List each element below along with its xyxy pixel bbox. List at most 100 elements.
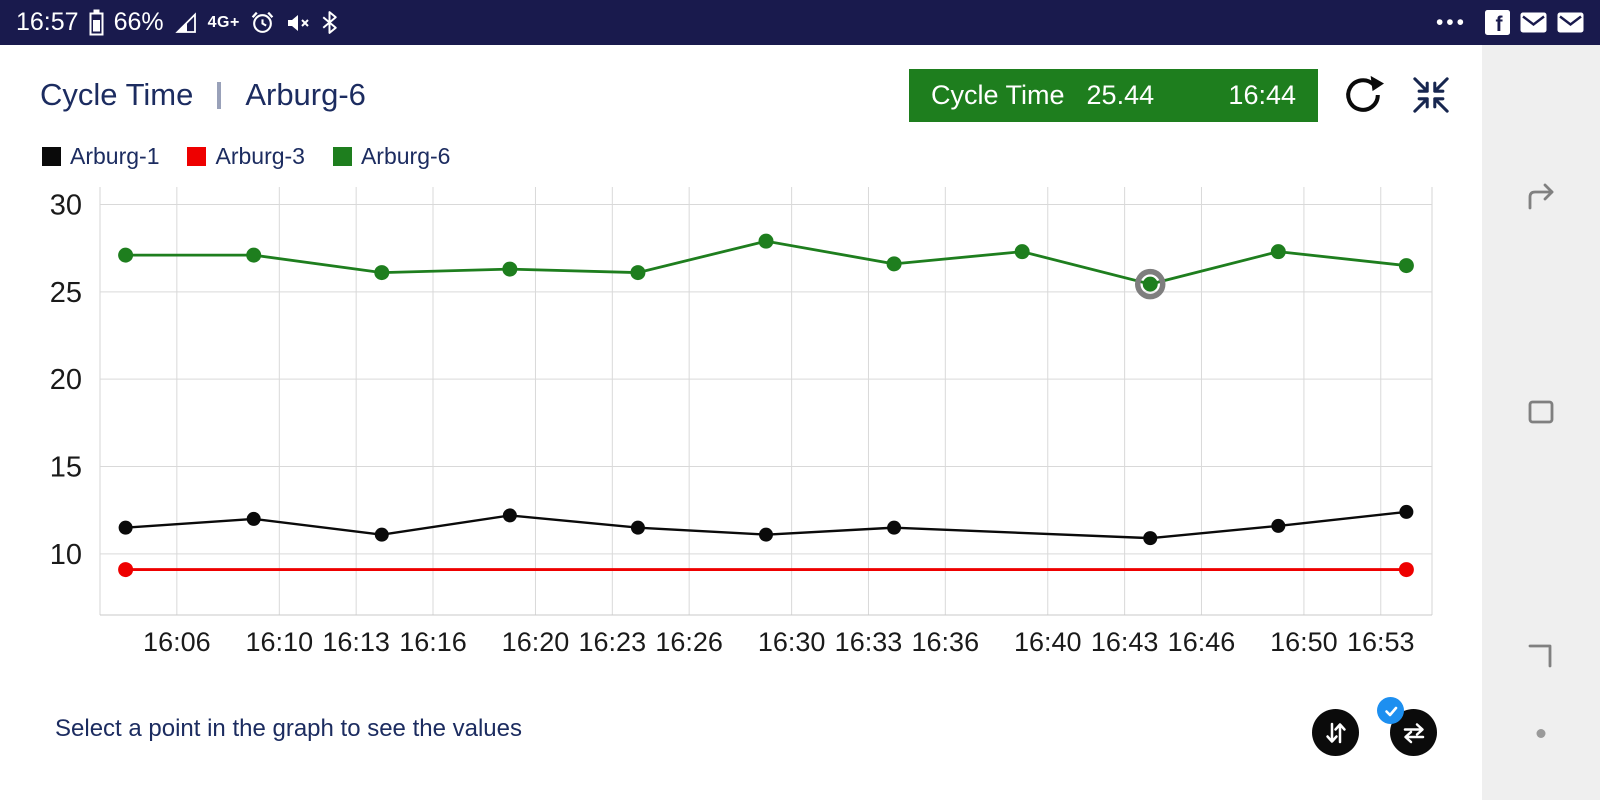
data-point-arburg-1[interactable] bbox=[374, 527, 389, 542]
refresh-icon bbox=[1346, 75, 1384, 112]
status-left: 16:57 66% 4G+ bbox=[16, 8, 338, 37]
data-point-arburg-6[interactable] bbox=[1398, 258, 1414, 274]
badge-value: 25.44 bbox=[1086, 79, 1155, 110]
series-line-arburg-1 bbox=[125, 510, 1407, 540]
collapse-icon bbox=[1413, 77, 1449, 113]
svg-text:f: f bbox=[1496, 13, 1504, 35]
alarm-icon bbox=[251, 11, 274, 33]
nav-recents-button[interactable] bbox=[1516, 630, 1566, 680]
x-tick-label: 16:36 bbox=[912, 627, 980, 657]
selected-machine-title: Arburg-6 bbox=[245, 77, 366, 112]
legend-swatch bbox=[332, 147, 352, 166]
data-point-arburg-3[interactable] bbox=[1398, 562, 1414, 578]
hint-text: Select a point in the graph to see the v… bbox=[55, 715, 522, 742]
data-point-arburg-6[interactable] bbox=[246, 247, 262, 263]
collapse-button[interactable] bbox=[1408, 72, 1454, 118]
x-tick-label: 16:06 bbox=[143, 627, 211, 657]
x-tick-label: 16:46 bbox=[1168, 627, 1236, 657]
android-nav-bar bbox=[1482, 45, 1600, 800]
data-point-arburg-6[interactable] bbox=[886, 256, 902, 272]
data-point-arburg-1[interactable] bbox=[630, 520, 645, 535]
status-bar: 16:57 66% 4G+ bbox=[0, 0, 1600, 45]
selected-point-ring bbox=[1134, 268, 1166, 300]
bluetooth-icon bbox=[322, 11, 337, 34]
selected-value-badge: Cycle Time 25.44 16:44 bbox=[909, 68, 1318, 122]
check-badge-icon bbox=[1377, 697, 1404, 724]
x-tick-label: 16:30 bbox=[758, 627, 826, 657]
cycle-time-chart[interactable]: 16:06 16:10 16:13 16:16 16:20 16:23 16:26 16:30… bbox=[12, 175, 1462, 670]
mute-icon bbox=[287, 14, 309, 31]
data-point-arburg-1[interactable] bbox=[118, 520, 133, 535]
swap-horizontal-icon bbox=[1403, 722, 1424, 743]
badge-metric-label: Cycle Time bbox=[931, 79, 1065, 110]
data-point-arburg-6[interactable] bbox=[1014, 244, 1030, 260]
data-point-arburg-1[interactable] bbox=[1271, 518, 1286, 533]
legend-label: Arburg-1 bbox=[70, 143, 160, 169]
x-tick-label: 16:33 bbox=[835, 627, 903, 657]
data-point-arburg-6[interactable] bbox=[374, 265, 390, 281]
status-right: ••• f bbox=[1436, 10, 1584, 35]
nav-back-button[interactable] bbox=[1516, 173, 1566, 223]
refresh-button[interactable] bbox=[1340, 72, 1386, 118]
battery-icon bbox=[89, 9, 104, 36]
mail-icon bbox=[1557, 12, 1584, 33]
x-tick-label: 16:13 bbox=[322, 627, 390, 657]
title-divider bbox=[217, 81, 222, 109]
y-tick-label: 25 bbox=[50, 277, 82, 309]
data-point-arburg-1[interactable] bbox=[1399, 504, 1414, 519]
data-point-arburg-6[interactable] bbox=[630, 265, 646, 281]
data-point-arburg-6[interactable] bbox=[758, 233, 774, 249]
nav-recents-icon bbox=[1528, 644, 1552, 668]
check-icon bbox=[1384, 706, 1397, 716]
data-point-arburg-6[interactable] bbox=[502, 261, 518, 277]
y-tick-label: 15 bbox=[50, 452, 82, 484]
data-point-arburg-1[interactable] bbox=[759, 527, 773, 542]
x-tick-label: 16:50 bbox=[1270, 627, 1338, 657]
page-title: Cycle Time bbox=[40, 77, 194, 112]
swap-y-axis-button[interactable] bbox=[1312, 709, 1359, 756]
nav-back-icon bbox=[1528, 183, 1554, 210]
chart-legend: Arburg-1 Arburg-3 Arburg-6 bbox=[42, 143, 450, 170]
status-clock: 16:57 bbox=[16, 8, 79, 36]
title-group: Cycle Time Arburg-6 bbox=[40, 77, 366, 113]
data-point-arburg-1[interactable] bbox=[887, 520, 902, 535]
x-tick-label: 16:26 bbox=[655, 627, 723, 657]
data-point-arburg-3[interactable] bbox=[118, 562, 134, 578]
battery-percent-label: 66% bbox=[113, 8, 164, 36]
network-type-label: 4G+ bbox=[207, 13, 240, 31]
y-tick-label: 20 bbox=[50, 364, 82, 396]
x-tick-label: 16:23 bbox=[579, 627, 647, 657]
x-tick-label: 16:53 bbox=[1347, 627, 1415, 657]
legend-label: Arburg-6 bbox=[360, 143, 451, 169]
x-tick-label: 16:16 bbox=[399, 627, 467, 657]
data-point-arburg-6[interactable] bbox=[1142, 276, 1158, 292]
app-header: Cycle Time Arburg-6 Cycle Time 25.44 16:… bbox=[40, 67, 1454, 123]
more-notifications-icon: ••• bbox=[1435, 10, 1467, 34]
header-actions: Cycle Time 25.44 16:44 bbox=[909, 68, 1454, 122]
legend-item-arburg-6[interactable]: Arburg-6 bbox=[332, 143, 451, 170]
x-tick-label: 16:10 bbox=[246, 627, 314, 657]
legend-swatch bbox=[42, 147, 61, 166]
data-point-arburg-1[interactable] bbox=[246, 511, 261, 526]
x-tick-label: 16:40 bbox=[1014, 627, 1082, 657]
data-point-arburg-1[interactable] bbox=[1143, 531, 1158, 546]
x-tick-label: 16:20 bbox=[502, 627, 570, 657]
legend-swatch bbox=[187, 147, 207, 166]
data-point-arburg-1[interactable] bbox=[502, 508, 517, 523]
y-tick-label: 30 bbox=[50, 189, 82, 221]
nav-handle-dot bbox=[1536, 729, 1546, 738]
x-tick-label: 16:43 bbox=[1091, 627, 1159, 657]
badge-time: 16:44 bbox=[1228, 79, 1296, 110]
nav-home-button[interactable] bbox=[1516, 387, 1566, 437]
app-content: Cycle Time Arburg-6 Cycle Time 25.44 16:… bbox=[0, 45, 1482, 800]
data-point-arburg-6[interactable] bbox=[1270, 244, 1286, 260]
legend-item-arburg-1[interactable]: Arburg-1 bbox=[42, 143, 159, 170]
legend-label: Arburg-3 bbox=[215, 143, 305, 169]
nav-home-icon bbox=[1528, 400, 1554, 424]
legend-item-arburg-3[interactable]: Arburg-3 bbox=[187, 143, 305, 170]
swap-vertical-icon bbox=[1325, 722, 1346, 743]
data-point-arburg-6[interactable] bbox=[118, 247, 134, 263]
facebook-icon: f bbox=[1485, 10, 1510, 35]
mail-icon bbox=[1520, 12, 1547, 33]
